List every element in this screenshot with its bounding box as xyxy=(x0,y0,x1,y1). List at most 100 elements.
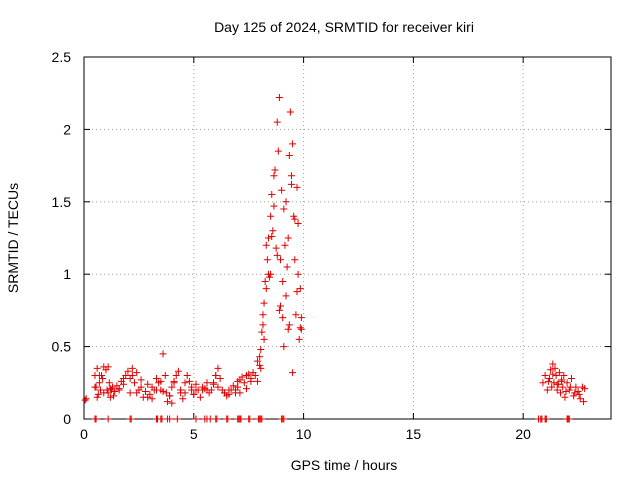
data-point xyxy=(247,377,255,385)
data-point xyxy=(562,387,570,395)
data-point xyxy=(270,172,278,180)
data-point xyxy=(133,369,141,377)
data-point xyxy=(137,376,145,384)
data-point xyxy=(285,321,293,329)
data-point xyxy=(567,374,575,382)
data-point xyxy=(279,314,287,322)
zero-value-point xyxy=(192,415,200,423)
data-point xyxy=(260,299,268,307)
data-point xyxy=(207,386,215,394)
data-point xyxy=(258,328,266,336)
data-point xyxy=(264,234,272,242)
data-point xyxy=(275,94,283,102)
data-point xyxy=(539,379,547,387)
data-point xyxy=(232,386,240,394)
data-point xyxy=(203,379,211,387)
data-point xyxy=(253,377,261,385)
data-point xyxy=(256,353,264,361)
data-point xyxy=(550,379,558,387)
data-point xyxy=(263,256,271,264)
data-point xyxy=(257,364,265,372)
data-point xyxy=(172,372,180,380)
data-point xyxy=(111,387,119,395)
data-point xyxy=(256,361,264,369)
data-point xyxy=(183,372,191,380)
data-point xyxy=(168,383,176,391)
data-point xyxy=(544,377,552,385)
y-tick-label: 1 xyxy=(63,266,71,282)
data-point xyxy=(214,383,222,391)
data-point xyxy=(551,364,559,372)
data-point xyxy=(561,393,569,401)
data-point xyxy=(240,379,248,387)
data-point xyxy=(268,233,276,241)
data-point xyxy=(272,244,280,252)
data-point xyxy=(541,372,549,380)
zero-value-point xyxy=(92,415,100,423)
zero-value-point xyxy=(104,415,112,423)
data-point xyxy=(107,386,115,394)
data-point xyxy=(133,389,141,397)
data-point xyxy=(274,147,282,155)
data-point xyxy=(273,251,281,259)
data-point xyxy=(286,108,294,116)
data-point xyxy=(576,395,584,403)
zero-value-point xyxy=(246,415,254,423)
data-point xyxy=(580,398,588,406)
data-point xyxy=(106,393,114,401)
data-point xyxy=(177,386,185,394)
data-point xyxy=(566,383,574,391)
data-point xyxy=(559,383,567,391)
data-point xyxy=(558,376,566,384)
data-point xyxy=(124,367,132,375)
data-point xyxy=(295,335,303,343)
data-point xyxy=(166,392,174,400)
axis-ticks: 0 5 10 15 20 0 0.5 1 1.5 2 2.5 xyxy=(52,49,611,442)
data-point xyxy=(292,311,300,319)
data-point xyxy=(291,215,299,223)
data-point xyxy=(291,256,299,264)
y-axis-label: SRMTID / TECUs xyxy=(5,183,21,293)
data-point xyxy=(221,389,229,397)
data-point xyxy=(210,379,218,387)
data-point xyxy=(297,314,305,322)
data-point xyxy=(271,166,279,174)
data-point xyxy=(105,379,113,387)
data-point xyxy=(279,277,287,285)
data-point xyxy=(148,383,156,391)
data-point xyxy=(174,367,182,375)
zero-value-point xyxy=(280,415,288,423)
data-point xyxy=(547,366,555,374)
data-point xyxy=(168,399,176,407)
data-point xyxy=(95,379,103,387)
x-tick-label: 0 xyxy=(80,426,88,442)
data-point xyxy=(574,387,582,395)
data-point xyxy=(261,277,269,285)
data-point xyxy=(289,140,297,148)
data-point xyxy=(188,383,196,391)
data-point xyxy=(267,212,275,220)
data-point xyxy=(563,379,571,387)
data-point xyxy=(268,191,276,199)
data-point xyxy=(284,234,292,242)
data-point xyxy=(242,385,250,393)
data-point xyxy=(565,386,573,394)
x-tick-label: 20 xyxy=(515,426,531,442)
data-point xyxy=(93,364,101,372)
data-point xyxy=(257,345,265,353)
data-point xyxy=(115,386,123,394)
x-tick-label: 10 xyxy=(296,426,312,442)
zero-value-point xyxy=(166,415,174,423)
data-point xyxy=(110,392,118,400)
data-point xyxy=(280,343,288,351)
data-point xyxy=(185,377,193,385)
data-point xyxy=(214,364,222,372)
data-point xyxy=(234,377,242,385)
data-point xyxy=(170,379,178,387)
zero-value-point xyxy=(127,415,135,423)
data-point xyxy=(126,389,134,397)
data-point xyxy=(277,256,285,264)
data-point xyxy=(280,205,288,213)
data-point xyxy=(238,373,246,381)
